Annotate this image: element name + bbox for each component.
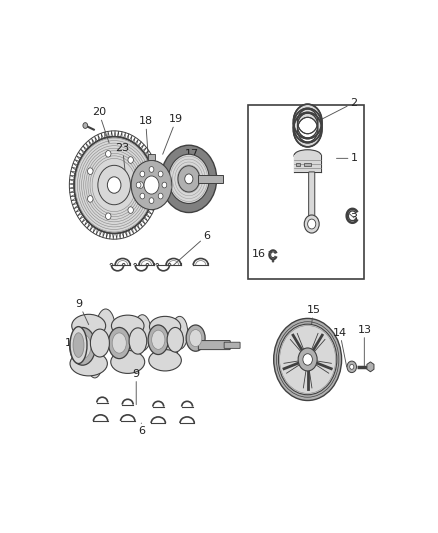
Circle shape: [293, 112, 322, 147]
Text: 16: 16: [252, 248, 274, 259]
Bar: [248, 105, 364, 279]
Circle shape: [98, 165, 131, 205]
Ellipse shape: [186, 325, 205, 351]
Ellipse shape: [96, 309, 115, 349]
FancyBboxPatch shape: [224, 342, 240, 349]
Circle shape: [140, 171, 145, 177]
Ellipse shape: [111, 315, 144, 336]
Circle shape: [304, 215, 319, 233]
Circle shape: [297, 113, 318, 138]
Text: 9: 9: [76, 299, 88, 325]
Ellipse shape: [70, 351, 107, 376]
Ellipse shape: [167, 327, 184, 352]
Circle shape: [83, 123, 88, 128]
Ellipse shape: [70, 327, 95, 365]
Ellipse shape: [124, 334, 141, 372]
Circle shape: [149, 198, 154, 204]
Circle shape: [149, 166, 154, 172]
Circle shape: [347, 361, 357, 373]
Ellipse shape: [108, 327, 130, 359]
Ellipse shape: [73, 333, 84, 358]
Ellipse shape: [72, 314, 106, 337]
Text: 6: 6: [138, 423, 145, 437]
Text: 3: 3: [350, 213, 358, 223]
Text: 23: 23: [116, 143, 130, 174]
Circle shape: [106, 150, 111, 157]
FancyBboxPatch shape: [309, 172, 315, 217]
Text: 18: 18: [139, 116, 153, 155]
Ellipse shape: [112, 333, 126, 353]
Circle shape: [297, 109, 318, 134]
Circle shape: [293, 104, 322, 139]
Text: 19: 19: [162, 115, 184, 154]
Ellipse shape: [86, 337, 103, 378]
Ellipse shape: [148, 325, 169, 354]
Ellipse shape: [172, 317, 188, 349]
Ellipse shape: [161, 334, 178, 368]
Circle shape: [128, 207, 134, 213]
Circle shape: [140, 193, 145, 199]
Circle shape: [279, 324, 337, 395]
Circle shape: [106, 213, 111, 220]
Ellipse shape: [149, 350, 181, 371]
Text: 12: 12: [65, 338, 82, 359]
Circle shape: [158, 171, 163, 177]
Ellipse shape: [74, 334, 91, 359]
Circle shape: [107, 177, 121, 193]
Ellipse shape: [134, 314, 151, 351]
Text: 1: 1: [336, 154, 358, 163]
Circle shape: [297, 117, 318, 142]
Ellipse shape: [190, 329, 202, 346]
Circle shape: [162, 182, 167, 188]
Circle shape: [138, 182, 143, 188]
Circle shape: [307, 219, 316, 229]
Ellipse shape: [70, 327, 87, 364]
Circle shape: [131, 160, 172, 209]
Circle shape: [161, 145, 217, 213]
Bar: [304, 163, 311, 166]
Text: 13: 13: [357, 325, 371, 366]
Circle shape: [169, 154, 209, 204]
Bar: [296, 163, 300, 166]
Text: 2: 2: [314, 98, 357, 124]
FancyBboxPatch shape: [198, 341, 230, 350]
Ellipse shape: [294, 150, 321, 161]
Text: 6: 6: [173, 230, 210, 265]
Ellipse shape: [90, 329, 110, 357]
Circle shape: [144, 176, 159, 194]
Circle shape: [128, 157, 134, 163]
Text: 14: 14: [333, 328, 347, 367]
Circle shape: [158, 193, 163, 199]
Text: 15: 15: [307, 305, 321, 329]
Ellipse shape: [129, 328, 147, 354]
Circle shape: [136, 182, 141, 188]
Ellipse shape: [149, 317, 181, 337]
Circle shape: [272, 260, 274, 262]
Text: 9: 9: [133, 369, 140, 405]
Circle shape: [88, 196, 93, 202]
Circle shape: [274, 318, 342, 400]
Circle shape: [88, 168, 93, 174]
Bar: [148, 154, 155, 159]
Circle shape: [350, 365, 354, 369]
Circle shape: [303, 354, 312, 365]
Circle shape: [293, 108, 322, 143]
Ellipse shape: [152, 330, 165, 349]
Circle shape: [178, 166, 200, 192]
Bar: [198, 175, 223, 183]
Text: 17: 17: [184, 149, 198, 173]
Text: 20: 20: [92, 107, 109, 143]
Ellipse shape: [111, 350, 145, 374]
Circle shape: [185, 174, 193, 184]
Bar: [294, 156, 321, 172]
Circle shape: [74, 136, 154, 233]
Circle shape: [298, 348, 317, 371]
